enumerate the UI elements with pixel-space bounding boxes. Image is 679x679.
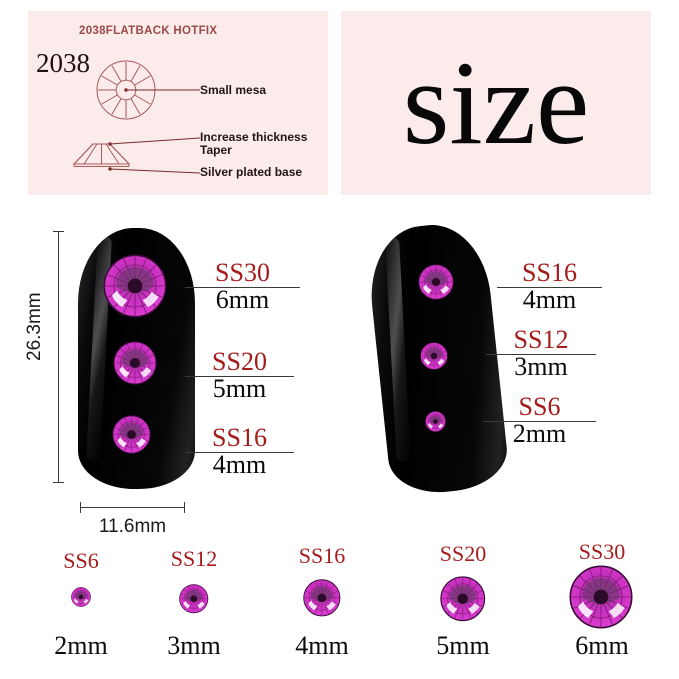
svg-text:Silver plated base: Silver plated base (200, 165, 302, 179)
svg-text:Taper: Taper (200, 143, 232, 157)
svg-text:Increase thickness: Increase thickness (200, 130, 308, 144)
svg-text:Small mesa: Small mesa (200, 83, 266, 97)
